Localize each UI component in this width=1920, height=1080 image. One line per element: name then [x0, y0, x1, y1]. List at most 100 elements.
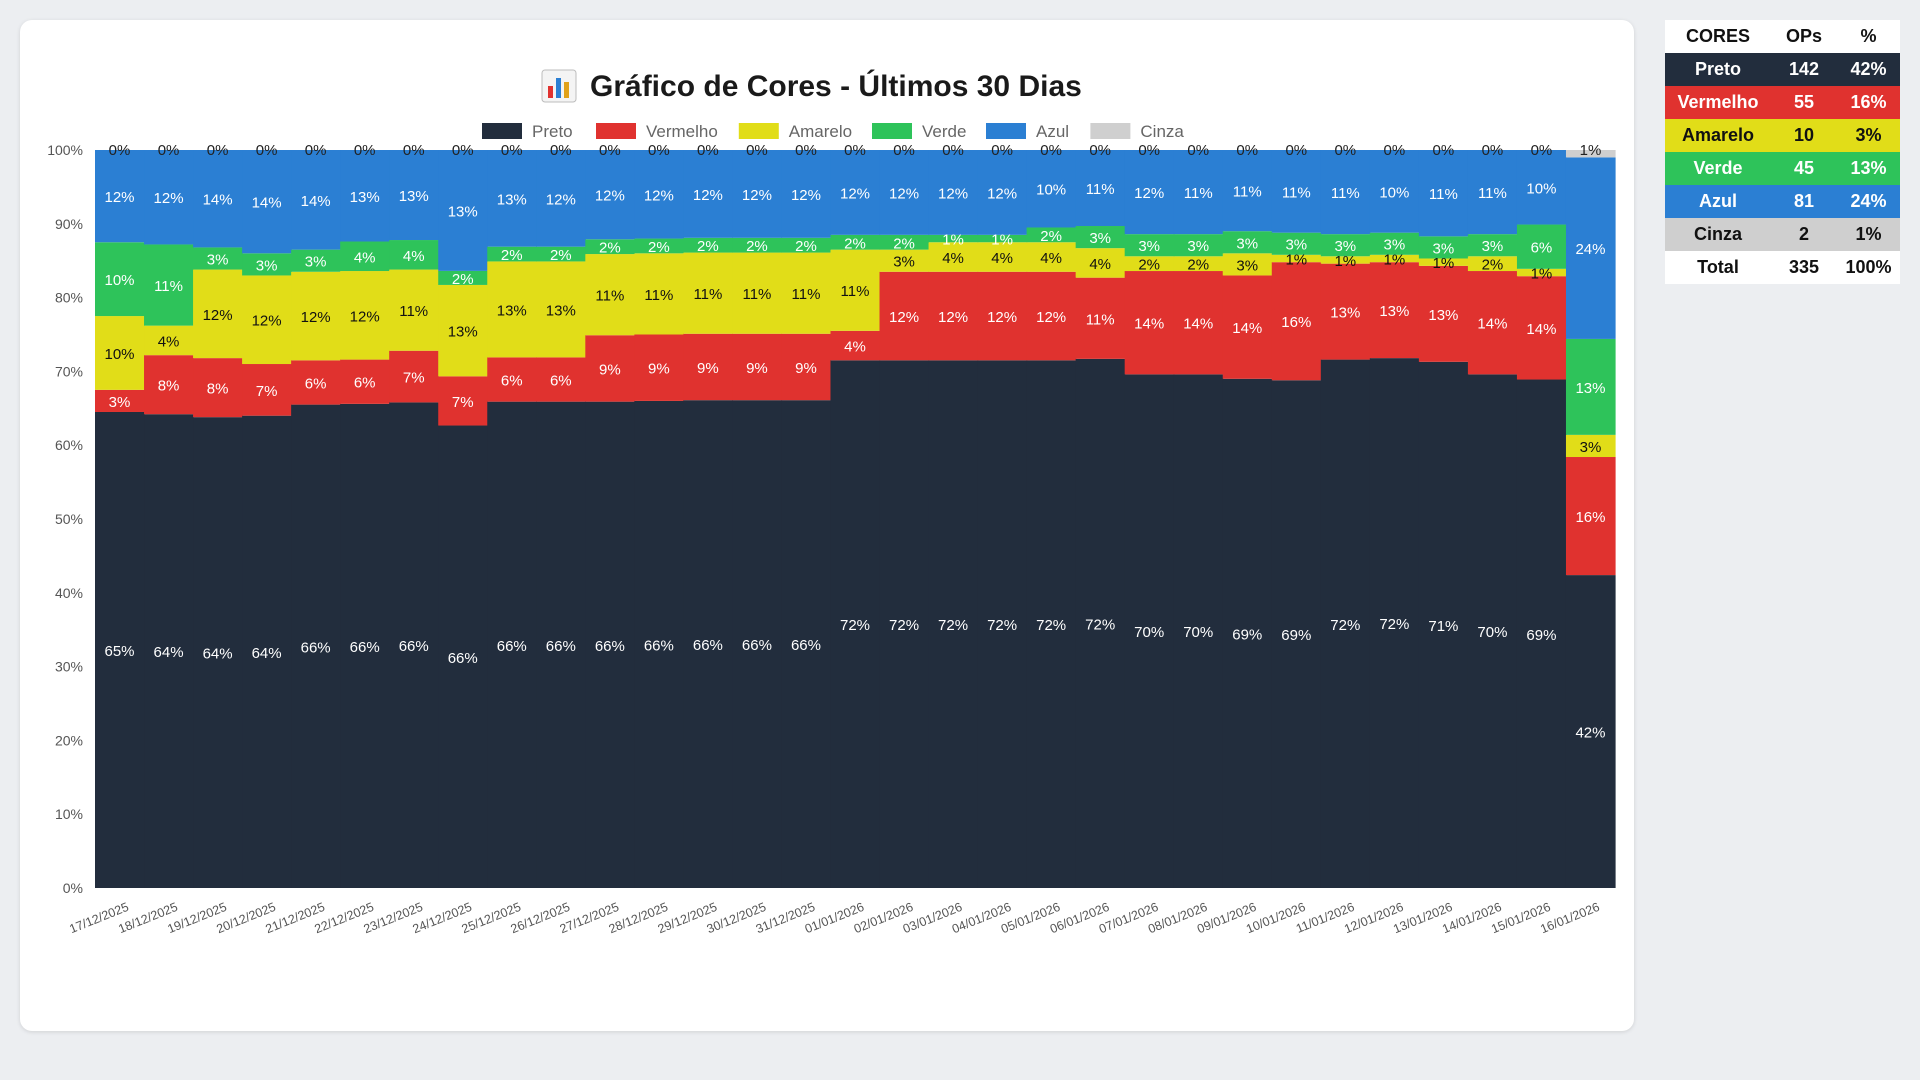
- bar-segment-azul: [1271, 150, 1322, 233]
- bar-segment-amarelo: [1320, 256, 1371, 264]
- data-label: 72%: [840, 617, 870, 634]
- bar-segment-amarelo: [242, 275, 292, 365]
- bar-segment-azul: [1565, 157, 1616, 339]
- legend-swatch-verde: [872, 123, 912, 139]
- data-label: 0%: [1236, 142, 1258, 159]
- data-label: 3%: [1433, 240, 1455, 257]
- data-label: 66%: [301, 639, 331, 656]
- bar-segment-vermelho: [1222, 275, 1273, 379]
- legend-swatch-azul: [986, 123, 1026, 139]
- data-label: 2%: [648, 239, 670, 256]
- bar-segment-azul: [1418, 150, 1469, 237]
- data-label: 13%: [1575, 380, 1605, 397]
- data-label: 1%: [1384, 252, 1406, 269]
- bar-segment-verde: [1320, 234, 1371, 257]
- bar-segment-preto: [144, 414, 194, 888]
- data-label: 0%: [1187, 142, 1209, 159]
- color-name: Amarelo: [1681, 125, 1755, 145]
- bar-segment-preto: [95, 411, 145, 888]
- summary-table: CORES OPs % Preto 142 42% Vermelho 55 16% Amar…: [1665, 20, 1900, 284]
- bar-segment-azul: [879, 150, 930, 235]
- data-label: 12%: [203, 307, 233, 324]
- data-label: 12%: [546, 191, 576, 208]
- data-label: 3%: [305, 254, 327, 271]
- data-label: 70%: [1134, 624, 1164, 641]
- bar-segment-preto: [340, 403, 390, 888]
- data-label: 11%: [1429, 186, 1458, 203]
- data-label: 1%: [1285, 252, 1307, 269]
- bar-segment-preto: [1075, 358, 1126, 889]
- bar-segment-vermelho: [928, 271, 979, 361]
- bar-segment-verde: [683, 237, 734, 253]
- bar-segment-azul: [193, 150, 243, 248]
- bar-segment-verde: [1173, 234, 1224, 257]
- data-label: 13%: [546, 302, 576, 319]
- legend-swatch-preto: [482, 123, 522, 139]
- data-label: 14%: [1477, 316, 1507, 333]
- bar-segment-preto: [1320, 359, 1371, 889]
- data-label: 4%: [158, 333, 180, 350]
- data-label: 0%: [648, 142, 670, 159]
- data-label: 8%: [207, 381, 229, 398]
- y-tick-label: 0%: [63, 880, 83, 896]
- data-label: 4%: [1089, 256, 1111, 273]
- data-label: 13%: [350, 189, 380, 206]
- bar-segment-preto: [781, 400, 832, 888]
- bar-segment-verde: [487, 246, 537, 262]
- data-label: 0%: [1089, 142, 1111, 159]
- data-label: 0%: [942, 142, 964, 159]
- data-label: 14%: [203, 192, 233, 209]
- data-label: 12%: [252, 313, 282, 330]
- data-label: 0%: [1433, 142, 1455, 159]
- legend-label-vermelho: Vermelho: [646, 122, 718, 141]
- bar-segment-verde: [95, 242, 145, 317]
- data-label: 0%: [354, 142, 376, 159]
- percent: 1%: [1855, 224, 1882, 244]
- color-name: Verde: [1693, 158, 1743, 178]
- data-label: 0%: [452, 142, 474, 159]
- data-label: 14%: [301, 193, 331, 210]
- y-tick-label: 60%: [55, 437, 83, 453]
- legend-label-azul: Azul: [1036, 122, 1069, 141]
- data-label: 0%: [844, 142, 866, 159]
- bar-segment-verde: [1418, 236, 1469, 259]
- bar-segment-azul: [1075, 150, 1126, 227]
- data-label: 0%: [1285, 142, 1307, 159]
- data-label: 69%: [1526, 627, 1556, 644]
- bar-segment-azul: [95, 150, 145, 243]
- y-tick-label: 30%: [55, 659, 83, 675]
- bar-segment-preto: [879, 360, 930, 889]
- data-label: 11%: [154, 278, 183, 295]
- bar-chart-icon-bar: [556, 78, 561, 98]
- summary-row-preto: Preto 142 42%: [1665, 53, 1900, 86]
- bar-segment-azul: [340, 150, 390, 242]
- bar-segment-amarelo: [1075, 248, 1126, 278]
- data-label: 12%: [350, 308, 380, 325]
- bar-segment-azul: [977, 150, 1028, 235]
- data-label: 4%: [942, 250, 964, 267]
- data-label: 12%: [791, 187, 821, 204]
- bar-segment-amarelo: [1467, 256, 1518, 272]
- data-label: 66%: [350, 639, 380, 656]
- stacked-bar-chart: Gráfico de Cores - Últimos 30 Dias Preto V…: [47, 69, 1616, 936]
- bar-segment-preto: [1124, 374, 1175, 889]
- data-label: 2%: [746, 238, 768, 255]
- bar-segment-vermelho: [291, 360, 341, 405]
- legend-label-verde: Verde: [922, 122, 966, 141]
- data-label: 12%: [595, 188, 625, 205]
- data-label: 11%: [1282, 184, 1311, 201]
- bar-segment-azul: [1026, 150, 1077, 228]
- bar-segment-verde: [291, 249, 341, 272]
- legend-swatch-vermelho: [596, 123, 636, 139]
- data-label: 12%: [742, 187, 772, 204]
- data-label: 13%: [497, 191, 527, 208]
- bar-segment-azul: [291, 150, 341, 250]
- ops-count: 2: [1798, 224, 1809, 244]
- summary-row-vermelho: Vermelho 55 16%: [1665, 86, 1900, 119]
- data-label: 14%: [1526, 321, 1556, 338]
- bar-segment-amarelo: [1173, 256, 1224, 272]
- bar-segment-amarelo: [1516, 268, 1567, 277]
- bar-segment-preto: [585, 401, 635, 888]
- data-label: 12%: [938, 185, 968, 202]
- data-label: 7%: [452, 394, 474, 411]
